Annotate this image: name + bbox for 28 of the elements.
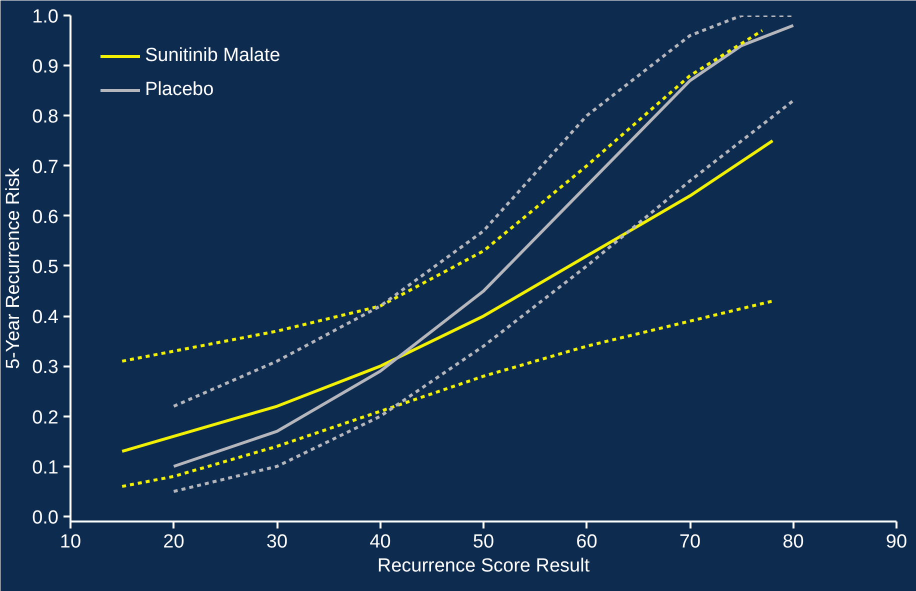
legend-label: Sunitinib Malate <box>145 45 280 67</box>
y-tick-label: 0.8 <box>32 106 59 128</box>
y-tick-label: 0.2 <box>32 407 59 428</box>
x-axis-title: Recurrence Score Result <box>377 556 590 576</box>
y-tick-label: 0.5 <box>32 256 59 278</box>
y-tick-label: 0.6 <box>32 206 59 228</box>
y-tick-label: 0.4 <box>32 307 59 328</box>
x-tick-label: 40 <box>370 532 391 552</box>
x-tick-label: 10 <box>60 532 82 552</box>
line-series <box>120 139 774 453</box>
x-tick-label: 50 <box>472 532 494 552</box>
line-series <box>120 29 764 363</box>
x-tick-label: 60 <box>576 532 598 552</box>
x-tick-label: 30 <box>266 532 288 552</box>
x-tick-label: 70 <box>679 532 701 552</box>
y-tick-label: 0.7 <box>32 156 59 178</box>
x-tick-label: 20 <box>163 532 184 552</box>
x-tick-label: 80 <box>782 532 804 552</box>
y-tick-label: 1.0 <box>32 6 59 28</box>
y-tick-label: 0.9 <box>32 56 59 78</box>
y-axis-title: 5-Year Recurrence Risk <box>3 168 24 369</box>
y-tick-label: 0.0 <box>32 507 59 528</box>
x-tick-label: 90 <box>886 532 908 552</box>
y-tick-label: 0.1 <box>32 457 59 478</box>
legend-label: Placebo <box>145 79 214 101</box>
line-series <box>172 99 795 493</box>
line-series <box>120 300 774 488</box>
y-tick-label: 0.3 <box>32 357 59 378</box>
